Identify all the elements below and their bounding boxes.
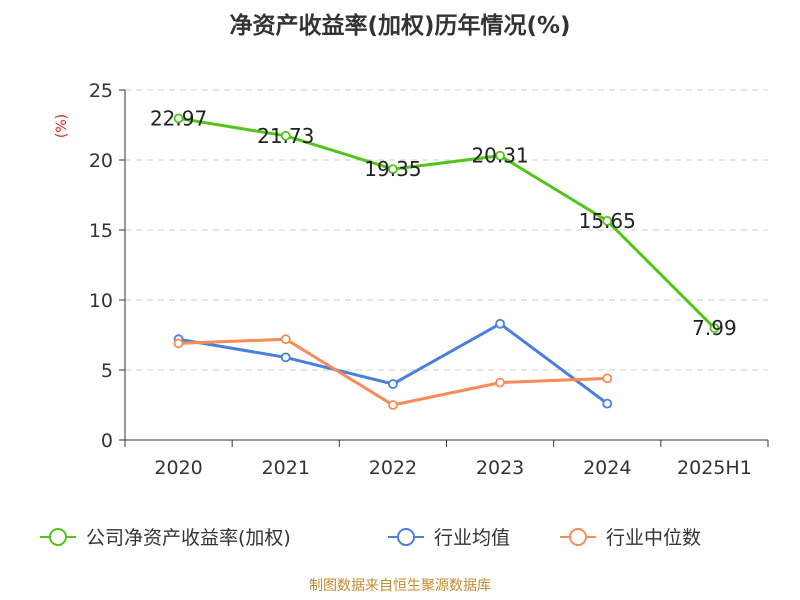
x-tick-label: 2023	[476, 457, 524, 479]
legend: 公司净资产收益率(加权) 行业均值 行业中位数	[40, 527, 701, 549]
y-tick-label: 20	[89, 150, 113, 172]
x-tick-label: 2025H1	[677, 457, 752, 479]
legend-swatch-marker-2	[569, 528, 587, 546]
series-1-point	[280, 352, 291, 363]
legend-label-0: 公司净资产收益率(加权)	[86, 527, 291, 549]
x-tick-label: 2020	[154, 457, 202, 479]
series-2-point	[495, 377, 505, 388]
series-0-point	[173, 113, 184, 124]
x-tick-label: 2022	[369, 457, 417, 479]
series-line-1	[178, 322, 609, 405]
series-2-point	[602, 373, 613, 384]
data-label: 15.65	[579, 209, 636, 233]
series-0-point	[602, 215, 613, 226]
series-2-point	[388, 400, 398, 410]
source-note: 制图数据来自恒生聚源数据库	[309, 578, 491, 594]
legend-swatch-marker-1	[397, 528, 415, 546]
grid-lines	[125, 89, 768, 371]
series-0-point	[388, 164, 398, 175]
y-tick-label: 25	[89, 80, 113, 102]
series-0-point	[495, 150, 505, 161]
series-line-0	[178, 116, 716, 330]
x-tick-label: 2024	[583, 457, 631, 479]
series-2-point	[173, 338, 184, 349]
y-tick-label: 10	[89, 290, 113, 312]
series-2-point	[280, 334, 291, 345]
y-axis-label: (%)	[54, 114, 70, 138]
series-1-point	[602, 398, 613, 409]
y-tick-label: 0	[101, 430, 113, 452]
x-tick-label: 2021	[262, 457, 310, 479]
legend-label-1: 行业均值	[434, 527, 510, 549]
series-layer	[173, 113, 720, 410]
y-tick-label: 5	[101, 360, 113, 382]
data-label: 19.35	[364, 157, 421, 181]
y-tick-label: 15	[89, 220, 113, 242]
data-label: 21.73	[257, 124, 314, 148]
series-1-point	[388, 379, 398, 389]
data-label: 20.31	[471, 144, 528, 168]
series-0-point	[709, 323, 720, 334]
data-label: 22.97	[150, 106, 207, 130]
data-labels-layer: 22.97 21.73 19.35 20.31 15.65 7.99	[150, 106, 737, 340]
legend-label-2: 行业中位数	[606, 527, 701, 549]
series-1-point	[495, 318, 505, 329]
data-label: 7.99	[692, 316, 737, 340]
legend-swatch-marker-0	[49, 528, 67, 546]
chart-title: 净资产收益率(加权)历年情况(%)	[229, 12, 570, 39]
axes: 0 5 10 15 20 25 2020 2021 2022 2023 2024 2025H1	[89, 80, 769, 479]
series-0-point	[280, 130, 291, 141]
